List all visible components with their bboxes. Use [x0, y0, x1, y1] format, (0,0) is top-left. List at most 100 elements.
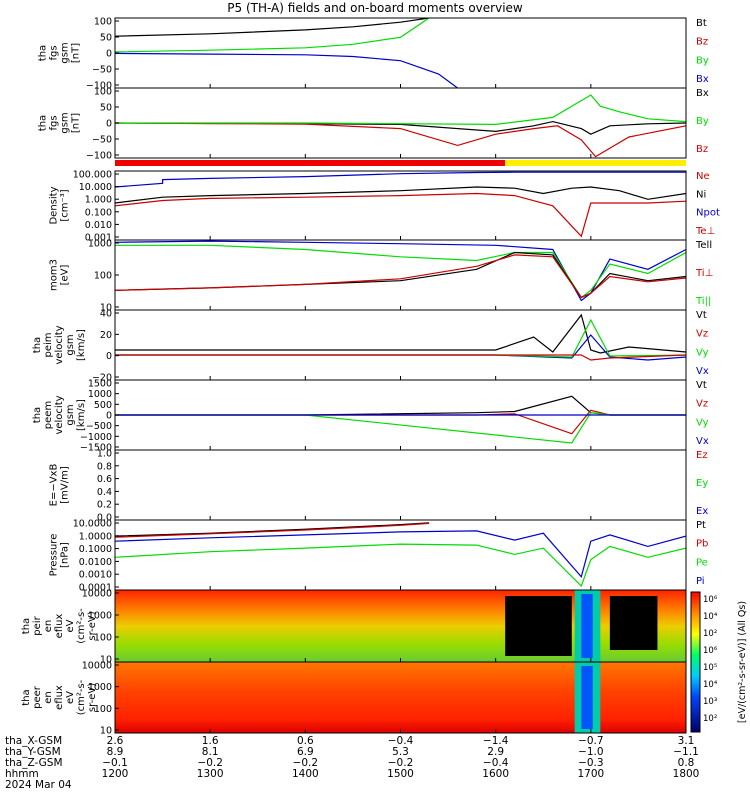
series-pressure-pb: [115, 522, 430, 538]
series-velocity_i-vy: [115, 318, 686, 358]
legend-fgs_gsm-1: Bz: [696, 37, 708, 48]
colorbar-tick-label: 10⁴: [703, 680, 718, 690]
footer-value: 1800: [672, 768, 700, 780]
ytick-label-moments: 1000: [88, 239, 112, 250]
panel-frame-velocity_i: [114, 309, 687, 381]
footer-value: 3.1: [677, 735, 695, 747]
ytick-label-velocity_e: −1500: [80, 443, 112, 454]
ytick-label-fgs_gsm: 0: [106, 49, 112, 60]
ytick-label-density: 100.000: [73, 170, 112, 181]
ylabel-peer: peer: [32, 685, 43, 709]
panel-frame-pressure: [114, 519, 687, 591]
panel-frame-efield: [114, 449, 687, 521]
colorbar: [690, 591, 701, 733]
footer-value: −1.4: [482, 735, 509, 747]
footer-value: 1300: [196, 768, 224, 780]
footer-value: 0.8: [677, 757, 695, 769]
ytick-label-pressure: 1.0000: [79, 531, 112, 542]
legend-velocity_i-1: Vz: [696, 329, 708, 340]
footer-label-y: tha_Y-GSM: [5, 746, 61, 758]
ylabel-fgs_dsl: [nT]: [71, 113, 82, 133]
legend-pressure-1: Pb: [696, 539, 708, 550]
footer-value: 1600: [482, 768, 510, 780]
ytick-label-fgs_gsm: 50: [100, 33, 112, 44]
legend-fgs_dsl-0: Bx: [696, 88, 709, 99]
ytick-label-pressure: 10.0000: [73, 519, 112, 530]
footer-value: 1700: [577, 768, 605, 780]
ytick-label-pressure: 0.0001: [79, 583, 112, 594]
ylabel-velocity_i: tha: [32, 337, 43, 353]
ytick-label-fgs_gsm: −100: [86, 81, 112, 92]
legend-fgs_gsm-3: Bx: [696, 74, 709, 85]
colorbar-tick-label: 10⁴: [703, 612, 718, 622]
ylabel-efield: E=−VxB: [49, 464, 60, 507]
spectrogram-dropout-1: [505, 596, 572, 656]
ytick-label-velocity_i: 20: [100, 330, 112, 341]
series-moments-te: [115, 240, 686, 302]
ytick-label-velocity_e: 1000: [88, 389, 112, 400]
footer-value: −1.1: [673, 746, 699, 758]
legend-fgs_gsm-0: Bt: [696, 18, 707, 29]
series-pressure-pe: [115, 543, 686, 588]
ytick-label-fgs_gsm: −50: [92, 65, 112, 76]
legend-velocity_i-0: Vt: [696, 310, 707, 321]
ylabel-velocity_i: peim: [43, 332, 54, 357]
colorbar-label: [eV/(cm²-s-sr-eV)] (All Qs): [737, 601, 748, 723]
ylabel-peer: eV: [65, 691, 76, 704]
ylabel-peir: en: [43, 620, 54, 633]
ytick-label-density: 1.000: [85, 195, 112, 206]
ylabel-fgs_gsm: [nT]: [71, 43, 82, 63]
ylabel-velocity_e: velocity: [54, 395, 65, 434]
footer-value: 8.9: [106, 746, 124, 758]
ytick-label-fgs_gsm: 100: [94, 17, 112, 28]
series-density-npot: [115, 171, 686, 188]
legend-velocity_e-2: Vy: [696, 417, 709, 428]
series-velocity_i-vt: [115, 313, 686, 354]
footer-value: 6.9: [296, 746, 314, 758]
orbit-footer: tha_X-GSM 2.6 1.6 0.6 −0.4 −1.4 −0.7 3.1 tha_Y-…: [0, 735, 750, 800]
footer-value: −0.1: [102, 757, 128, 769]
series-density-ni: [115, 186, 686, 204]
ytick-label-velocity_e: −1000: [80, 432, 112, 443]
footer-value: −1.0: [578, 746, 604, 758]
ytick-label-peir: 10000: [82, 589, 112, 600]
ylabel-velocity_i: velocity: [54, 325, 65, 364]
colorbar-tick-label: 10²: [703, 714, 717, 724]
ylabel-velocity_e: gsm: [65, 404, 76, 425]
ylabel-moments: mom3: [49, 259, 60, 291]
spectrogram-core-peer: [581, 666, 593, 729]
legend-velocity_e-1: Vz: [696, 399, 708, 410]
footer-value: 8.1: [201, 746, 219, 758]
ytick-label-peer: 100: [94, 704, 112, 715]
legend-efield-0: Ez: [696, 450, 708, 461]
footer-value: −0.4: [482, 757, 509, 769]
ytick-label-moments: 10: [100, 303, 112, 314]
ylabel-fgs_dsl: tha: [38, 115, 49, 131]
mode-bar-red: [115, 160, 506, 166]
ylabel-peer: en: [43, 691, 54, 704]
legend-moments-0: Tell: [695, 240, 712, 251]
legend-density-1: Ni: [696, 189, 706, 200]
colorbar-tick-label: 10²: [703, 629, 717, 639]
ytick-label-peir: 10: [100, 655, 112, 666]
legend-density-0: Ne: [696, 171, 710, 182]
panel-frame-density: [114, 170, 687, 241]
ytick-label-velocity_e: −500: [86, 421, 112, 432]
plot-title: P5 (TH-A) fields and on-board moments ov…: [227, 1, 523, 15]
ytick-label-moments: 100: [94, 271, 112, 282]
ylabel-velocity_e: tha: [32, 407, 43, 423]
spectrogram-dropout-2: [609, 596, 658, 650]
ytick-label-peer: 10000: [82, 661, 112, 672]
ylabel-peir: eflux: [54, 614, 65, 639]
ytick-label-density: 0.001: [85, 233, 112, 244]
footer-value: 0.6: [296, 735, 314, 747]
footer-value: −0.7: [578, 735, 604, 747]
ytick-label-density: 0.100: [85, 207, 112, 218]
ylabel-velocity_e: [km/s]: [76, 399, 87, 431]
ylabel-peir: eV: [65, 619, 76, 632]
ylabel-pressure: Pressure: [49, 534, 60, 577]
legend-fgs_dsl-2: Bz: [696, 144, 708, 155]
series-fgs_dsl-bz: [115, 122, 686, 158]
ylabel-fgs_dsl: gsm: [60, 112, 71, 133]
